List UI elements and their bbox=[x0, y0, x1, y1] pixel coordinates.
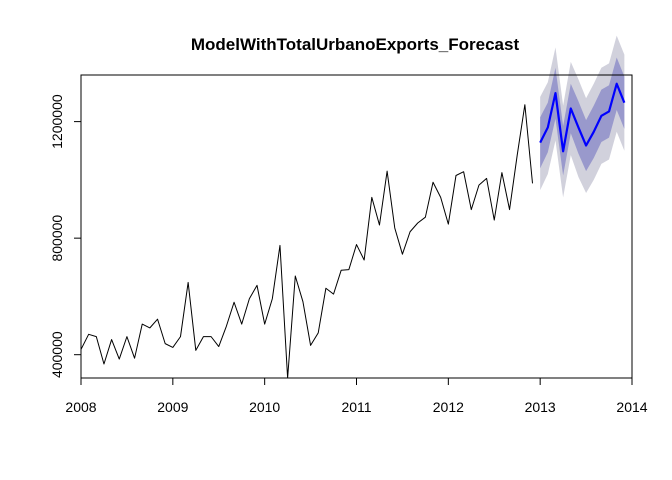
x-tick-label: 2010 bbox=[249, 399, 280, 415]
prediction-interval-bands bbox=[540, 35, 625, 198]
x-tick-label: 2009 bbox=[157, 399, 188, 415]
x-tick-label: 2014 bbox=[616, 399, 647, 415]
x-axis: 2008 2009 2010 2011 2012 2013 2014 bbox=[65, 377, 648, 415]
y-tick-label: 800000 bbox=[49, 215, 65, 262]
chart-title: ModelWithTotalUrbanoExports_Forecast bbox=[191, 35, 520, 54]
y-tick-label: 400000 bbox=[49, 331, 65, 378]
x-tick-label: 2011 bbox=[341, 399, 371, 415]
series-lines bbox=[80, 82, 626, 379]
y-axis: 400000 800000 1200000 bbox=[49, 94, 82, 378]
x-tick-label: 2012 bbox=[433, 399, 464, 415]
observed-series-line bbox=[80, 104, 534, 379]
x-tick-label: 2008 bbox=[65, 399, 96, 415]
forecast-series-line bbox=[539, 82, 626, 153]
x-tick-label: 2013 bbox=[525, 399, 556, 415]
interval-band-inner bbox=[540, 57, 625, 176]
y-tick-label: 1200000 bbox=[49, 94, 65, 149]
